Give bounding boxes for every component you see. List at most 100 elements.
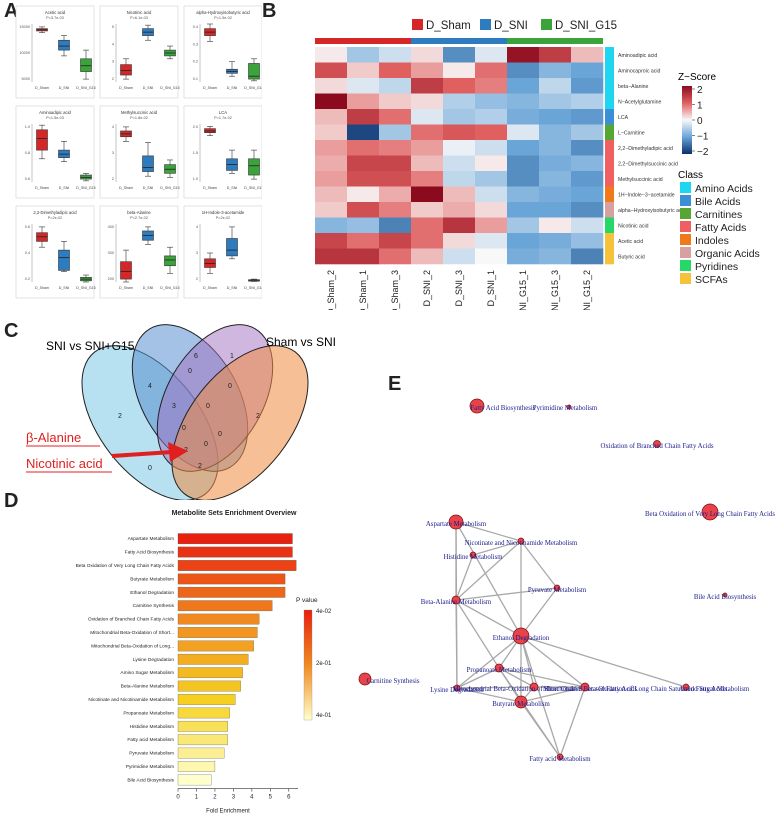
boxplot-xlabel: D_Sham	[203, 86, 217, 90]
venn-count: 0	[188, 368, 192, 375]
boxplot-box	[226, 238, 238, 257]
heatmap-cell	[379, 202, 412, 218]
group-legend-label: D_Sham	[426, 20, 471, 32]
heatmap-cell	[571, 62, 604, 79]
heatmap-cell	[571, 217, 604, 234]
boxplot-box	[248, 158, 260, 176]
enrichment-bar	[177, 613, 260, 625]
heatmap-row-label: 1H−Indole−3−acetamide	[618, 192, 675, 198]
boxplot-pvalue: P=6.1e-03	[130, 16, 148, 20]
heatmap-cell	[315, 248, 348, 265]
venn-count: 2	[198, 463, 202, 470]
boxplot-ytick: 3	[112, 151, 114, 155]
heatmap-cell	[443, 248, 476, 265]
network-edge	[455, 521, 522, 542]
boxplot-pvalue: P=1.5e-02	[214, 16, 232, 20]
heatmap-cell	[347, 155, 380, 172]
panel-label-e: E	[388, 373, 402, 395]
boxplot-xlabel: D_SNI	[59, 86, 70, 90]
enrichment-bar	[177, 747, 225, 759]
enrichment-bar	[177, 734, 228, 746]
heatmap-column-label: D_SNI_G15_1	[518, 270, 528, 310]
heatmap-cell	[315, 155, 348, 172]
heatmap-cell	[571, 124, 604, 141]
heatmap-cell	[379, 124, 412, 141]
heatmap-cell	[315, 78, 348, 94]
network-node-label: Fatty Acid Biosynthesis	[471, 405, 536, 412]
heatmap-cell	[539, 155, 572, 172]
network-edge	[520, 540, 558, 589]
class-legend-title: Class	[678, 170, 703, 181]
class-legend-swatch	[680, 195, 691, 206]
x-tick-label: 3	[232, 795, 236, 801]
bar-category-label: Beta-Alanine Metabolism	[121, 684, 174, 690]
heatmap-cell	[347, 124, 380, 141]
enrichment-bar	[177, 761, 216, 772]
boxplot-frame	[183, 5, 262, 99]
heatmap-cell	[539, 47, 572, 63]
heatmap-cell	[379, 47, 412, 63]
row-class-bar	[605, 202, 614, 218]
heatmap-cell	[443, 155, 476, 172]
heatmap-cell	[347, 202, 380, 218]
heatmap-cell	[347, 62, 380, 79]
heatmap-row-label: 2,2−Dimethyladipic acid	[618, 146, 673, 152]
heatmap-cell	[507, 248, 540, 265]
heatmap-cell	[411, 186, 444, 203]
heatmap-cell	[411, 47, 444, 63]
boxplot-ytick: 0.8	[25, 151, 30, 155]
boxplot-xlabel: D_SNI_G15	[244, 86, 262, 90]
class-legend-label: Pyridines	[695, 261, 738, 273]
venn-set-4	[171, 345, 309, 500]
heatmap-row-label: Aminocaproic acid	[618, 68, 660, 74]
network-node-label: Lysine Degradation	[430, 687, 484, 694]
boxplot-xlabel: D_Sham	[203, 286, 217, 290]
class-legend-label: Fatty Acids	[695, 222, 746, 234]
boxplot-ytick: 2.0	[193, 125, 198, 129]
boxplot-ytick: 0.1	[193, 77, 198, 81]
network-edge	[520, 635, 561, 758]
enrichment-bar	[177, 573, 286, 585]
pvalue-legend-tick: 4e-02	[316, 609, 332, 615]
heatmap-column-label: D_SNI_2	[422, 270, 432, 307]
venn-count: 3	[172, 403, 176, 410]
heatmap-cell	[443, 217, 476, 234]
network-edge	[520, 587, 558, 637]
bar-category-label: Bile Acid Biosynthesis	[127, 777, 174, 783]
heatmap-cell	[315, 140, 348, 156]
heatmap-column-label: D_SNI_3	[454, 270, 464, 307]
class-legend-label: Indoles	[695, 235, 729, 247]
venn-count: 4	[148, 383, 152, 390]
network-node-label: Beta-Alanine Metabolism	[421, 599, 492, 606]
heatmap-cell	[507, 62, 540, 79]
boxplot-title: 2,2-Dimethyladipic acid	[33, 210, 77, 215]
class-legend-swatch	[680, 247, 691, 258]
annotation-arrow-shaft	[111, 450, 173, 458]
heatmap-cell	[539, 78, 572, 94]
panel-c-venn: SNI vs SNI+G15 Sham vs SNI 6 1 2 4 0 0 2 3 0 0 0 2 0…	[26, 324, 336, 500]
boxplot-box	[120, 64, 132, 76]
heatmap-cell	[315, 171, 348, 187]
column-group-track	[443, 38, 475, 44]
boxplot-xlabel: D_SNI_G15	[76, 286, 95, 290]
enrichment-bar	[177, 653, 249, 665]
network-edge	[455, 599, 458, 689]
boxplot-ytick: 300	[108, 251, 114, 255]
boxplot-xlabel: D_SNI_G15	[160, 186, 179, 190]
class-legend-swatch	[680, 234, 691, 245]
heatmap-cell	[443, 140, 476, 156]
heatmap-cell	[571, 109, 604, 125]
row-class-bar	[605, 217, 614, 234]
row-class-bar	[605, 62, 614, 79]
boxplot-xlabel: D_SNI	[143, 186, 154, 190]
heatmap-cell	[443, 186, 476, 203]
heatmap-cell	[443, 47, 476, 63]
heatmap-cell	[347, 248, 380, 265]
heatmap-cell	[315, 202, 348, 218]
network-edge	[498, 667, 535, 688]
boxplot-frame	[15, 205, 95, 299]
row-class-bar	[605, 233, 614, 249]
